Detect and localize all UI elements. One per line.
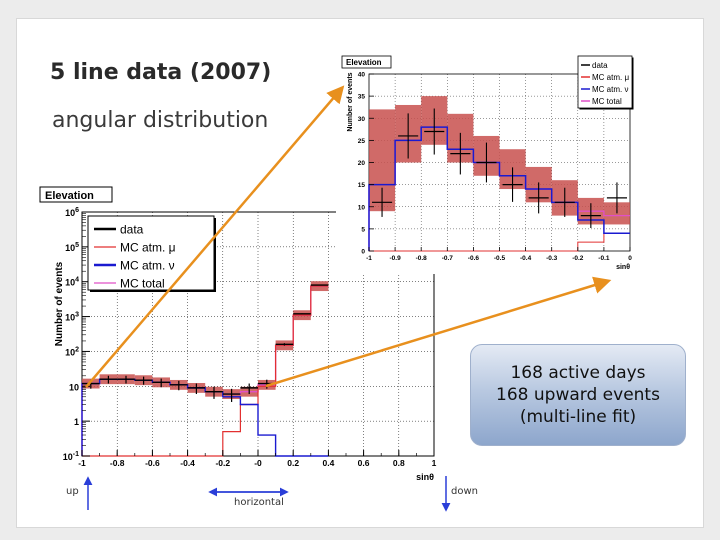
inset-x-tick-label: -1 bbox=[366, 255, 372, 262]
x-axis-label: sinθ bbox=[416, 472, 434, 482]
inset-x-tick-label: -0.3 bbox=[546, 255, 558, 262]
x-tick-label: 0.8 bbox=[393, 458, 405, 468]
y-tick-label: 104 bbox=[65, 277, 79, 288]
inset-legend-entry: MC total bbox=[592, 97, 622, 106]
x-tick-label: -0.8 bbox=[110, 458, 125, 468]
slide-subtitle: angular distribution bbox=[52, 108, 269, 133]
legend-entry: MC atm. ν bbox=[120, 259, 175, 273]
inset-y-tick-label: 15 bbox=[358, 182, 366, 189]
inset-x-tick-label: -0.5 bbox=[494, 255, 506, 262]
inset-y-tick-label: 30 bbox=[358, 116, 366, 123]
chart-title: Elevation bbox=[45, 190, 94, 202]
direction-down-label: down bbox=[451, 486, 478, 497]
x-tick-label: 1 bbox=[432, 458, 437, 468]
inset-x-tick-label: -0.2 bbox=[572, 255, 584, 262]
inset-x-tick-label: 0 bbox=[628, 255, 632, 262]
inset-legend-entry: MC atm. μ bbox=[592, 73, 629, 82]
title-box bbox=[39, 186, 113, 203]
x-tick-label: 0.2 bbox=[287, 458, 299, 468]
x-tick-label: -1 bbox=[78, 458, 86, 468]
legend-entry: data bbox=[120, 223, 144, 237]
inset-title-box bbox=[341, 55, 392, 69]
arrow-to-inset-top bbox=[85, 85, 345, 388]
legend-entry: MC total bbox=[120, 277, 165, 291]
y-tick-label: 102 bbox=[65, 346, 79, 357]
y-tick-label: 103 bbox=[65, 312, 79, 323]
x-tick-label: -0 bbox=[254, 458, 262, 468]
summary-callout: 168 active days 168 upward events (multi… bbox=[470, 344, 686, 446]
direction-horizontal-label: horizontal bbox=[234, 497, 284, 508]
slide-title: 5 line data (2007) bbox=[50, 60, 272, 85]
inset-x-axis-label: sinθ bbox=[616, 264, 630, 271]
callout-line-1: 168 active days bbox=[510, 363, 646, 383]
inset-x-tick-label: -0.1 bbox=[598, 255, 610, 262]
inset-y-tick-label: 5 bbox=[361, 226, 365, 233]
y-tick-label: 10-1 bbox=[63, 451, 79, 462]
inset-x-tick-label: -0.4 bbox=[520, 255, 532, 262]
inset-y-axis-label: Number of events bbox=[347, 72, 354, 131]
inset-series-mc-atm-nu bbox=[368, 126, 630, 251]
x-tick-label: -0.6 bbox=[145, 458, 160, 468]
series-mc-atm-mu bbox=[82, 285, 329, 457]
y-tick-label: 105 bbox=[65, 242, 79, 253]
y-axis-label: Number of events bbox=[54, 261, 65, 346]
annotation-arrows bbox=[83, 85, 612, 512]
inset-y-tick-label: 0 bbox=[361, 249, 365, 256]
legend-entry: MC atm. μ bbox=[120, 241, 176, 255]
callout-line-3: (multi-line fit) bbox=[519, 407, 637, 427]
y-tick-label: 106 bbox=[65, 207, 79, 218]
x-tick-label: 0.4 bbox=[322, 458, 334, 468]
inset-y-tick-label: 10 bbox=[358, 204, 366, 211]
inset-legend-entry: data bbox=[592, 61, 608, 70]
callout-line-2: 168 upward events bbox=[496, 385, 660, 405]
inset-x-tick-label: -0.7 bbox=[442, 255, 454, 262]
y-tick-label: 10 bbox=[69, 382, 79, 392]
x-tick-label: -0.2 bbox=[215, 458, 230, 468]
inset-chart-title: Elevation bbox=[346, 58, 382, 67]
inset-y-tick-label: 25 bbox=[358, 138, 366, 145]
arrow-to-inset-bottom bbox=[265, 276, 612, 388]
y-tick-label: 1 bbox=[74, 417, 79, 427]
x-tick-label: -0.4 bbox=[180, 458, 195, 468]
inset-y-tick-label: 40 bbox=[358, 72, 366, 79]
inset-x-tick-label: -0.8 bbox=[416, 255, 428, 262]
x-tick-label: 0.6 bbox=[358, 458, 370, 468]
inset-legend-entry: MC atm. ν bbox=[592, 85, 628, 94]
inset-y-tick-label: 20 bbox=[358, 160, 366, 167]
inset-y-tick-label: 35 bbox=[358, 94, 366, 101]
inset-x-tick-label: -0.6 bbox=[468, 255, 480, 262]
inset-histogram: -1 -0.9 -0.8 -0.7 -0.6 -0.5 -0.4 -0.3 -0.2 -0.1 0 0… bbox=[336, 48, 638, 274]
inset-x-tick-label: -0.9 bbox=[389, 255, 401, 262]
direction-up-label: up bbox=[66, 486, 79, 497]
